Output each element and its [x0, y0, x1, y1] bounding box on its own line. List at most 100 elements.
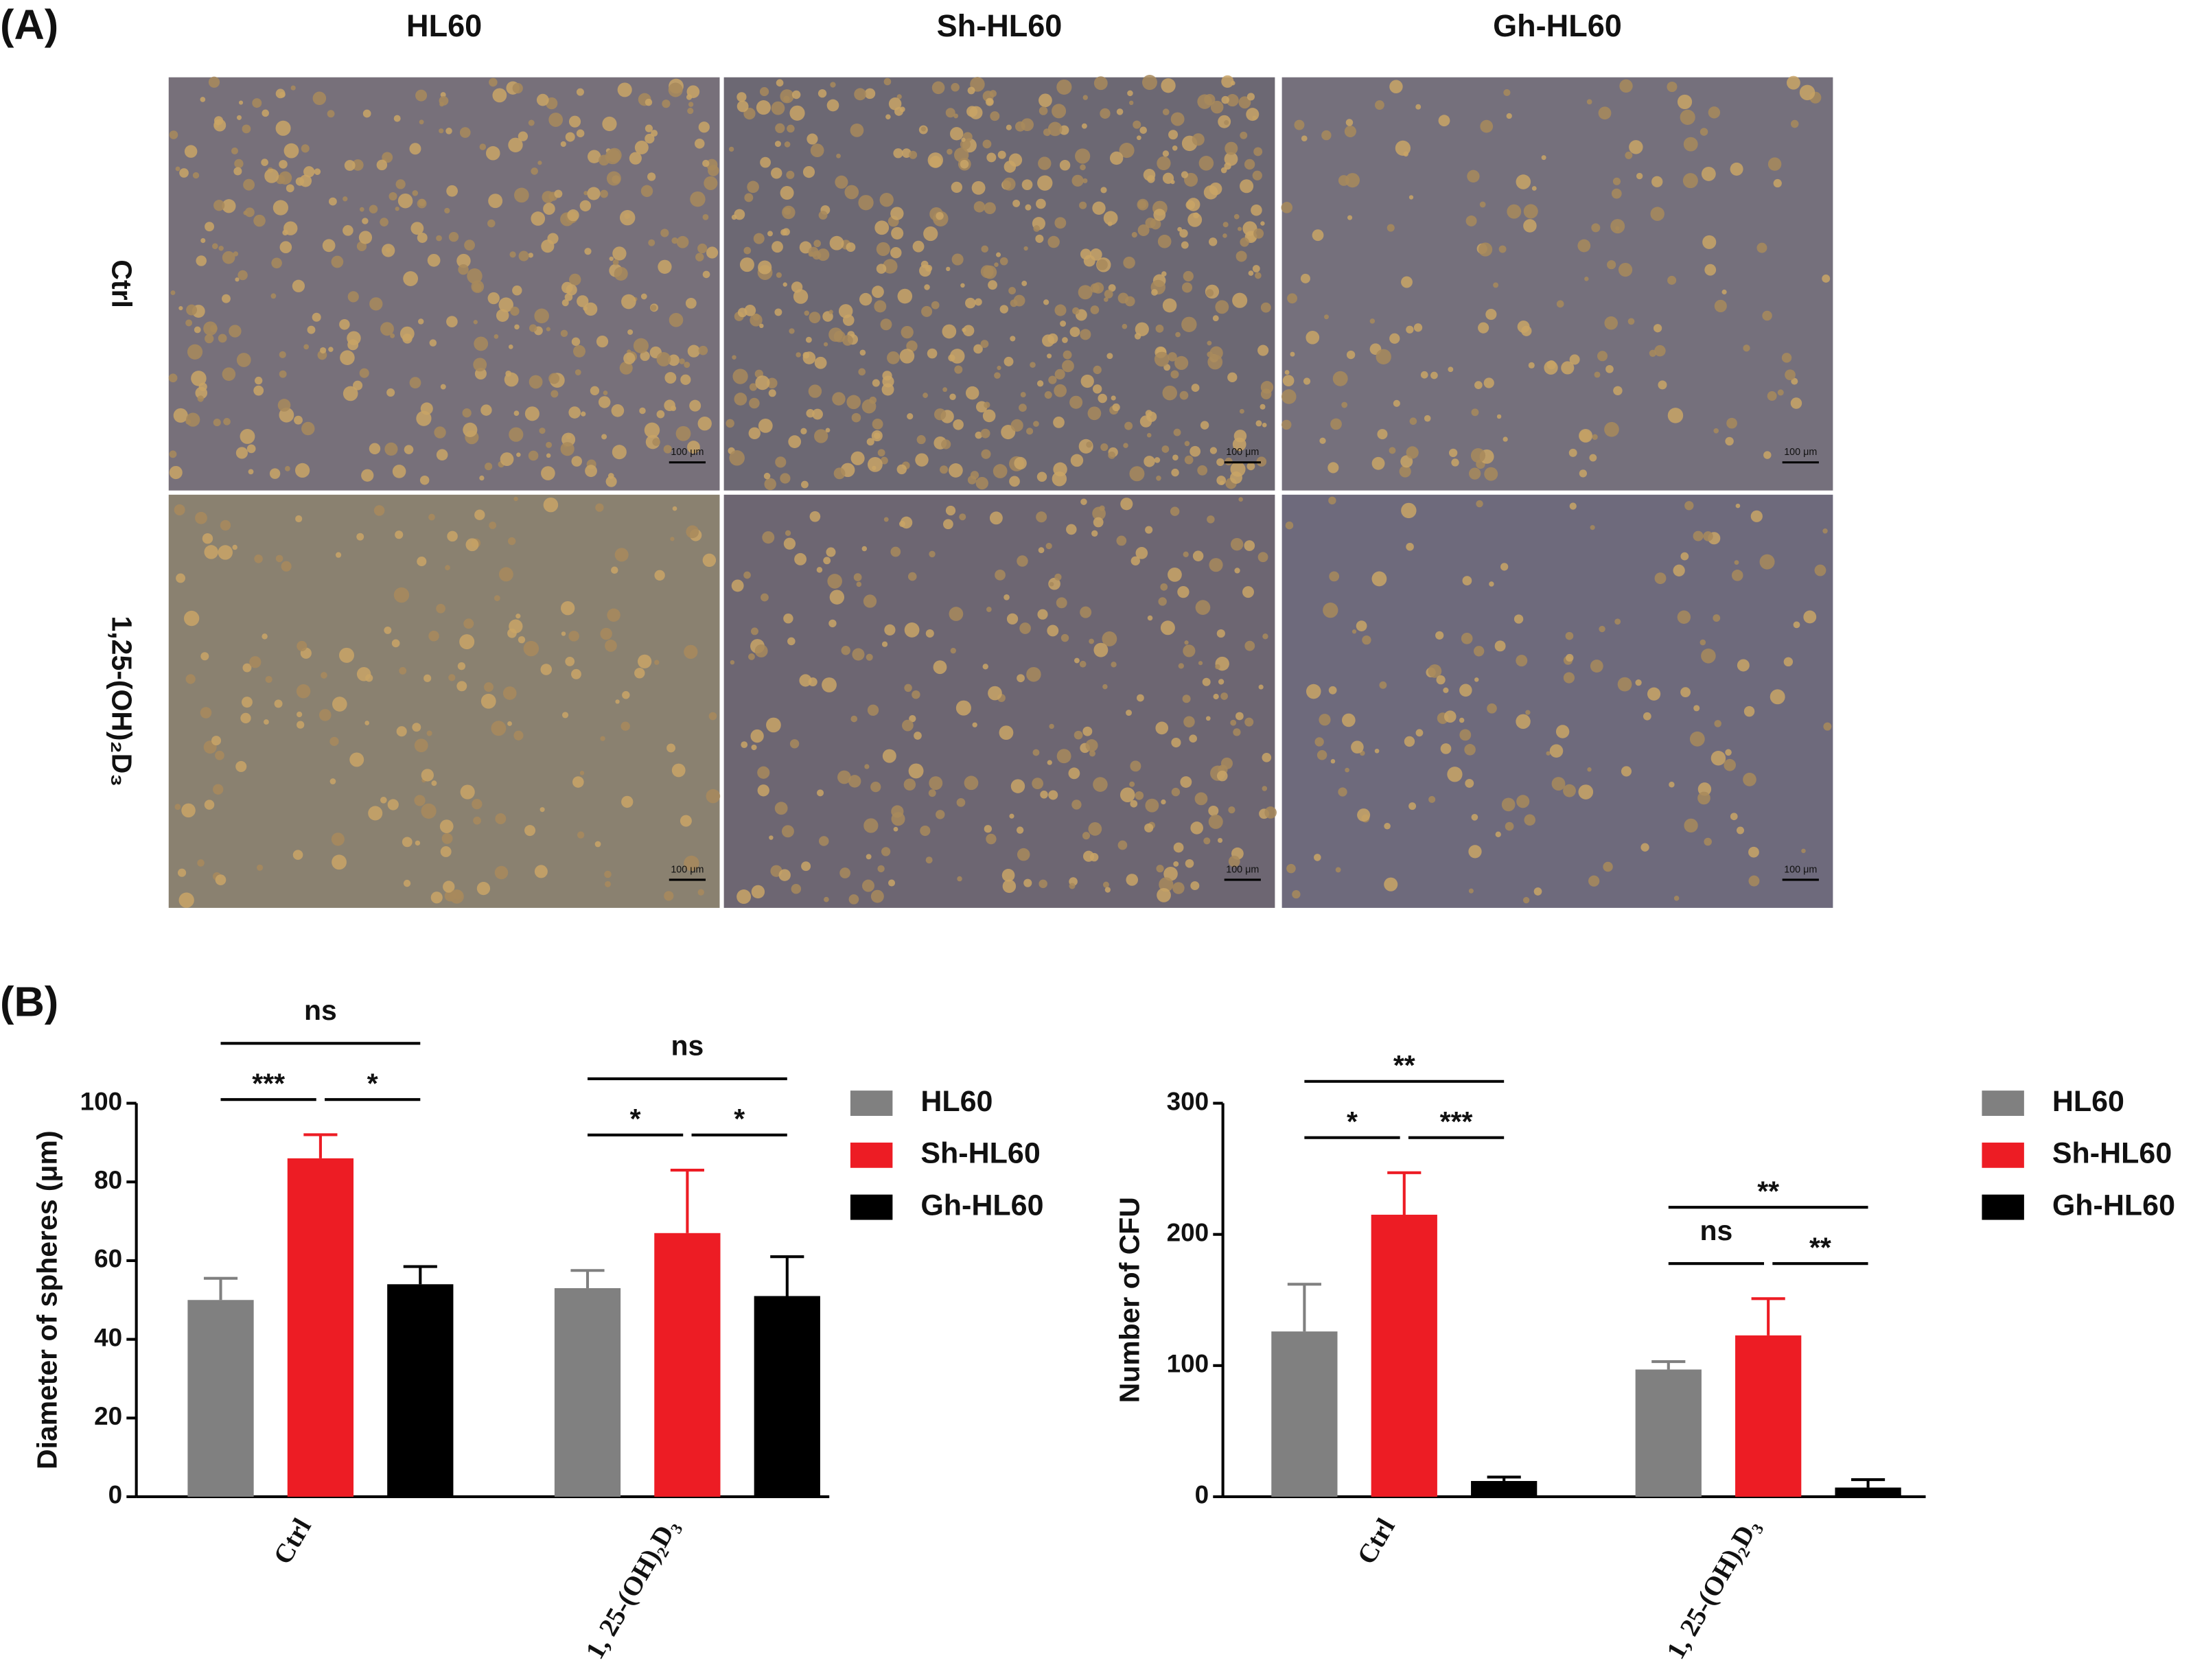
cell: [1240, 237, 1249, 247]
cell: [602, 116, 617, 132]
cell: [890, 207, 904, 220]
cell: [1734, 560, 1739, 565]
significance-label: *: [1347, 1106, 1358, 1137]
cell: [540, 807, 545, 813]
cell: [1224, 120, 1229, 126]
cell: [1091, 530, 1098, 537]
cell: [989, 511, 1003, 525]
cell: [1087, 406, 1102, 421]
cell: [1017, 555, 1028, 567]
cell: [734, 209, 745, 220]
cell: [440, 845, 452, 857]
cell: [841, 646, 850, 655]
cell: [1212, 315, 1219, 322]
cell: [359, 368, 369, 378]
cell: [782, 205, 796, 220]
cell: [1238, 96, 1251, 109]
cell: [583, 302, 598, 316]
cell: [1399, 465, 1411, 478]
cell: [1328, 496, 1336, 505]
cell: [730, 660, 735, 665]
cell: [1033, 421, 1039, 427]
cell: [1082, 850, 1095, 862]
cell: [774, 308, 782, 316]
cell: [663, 445, 672, 454]
cell: [279, 351, 286, 358]
cell: [1730, 162, 1743, 176]
cell: [1036, 380, 1044, 387]
cell: [1181, 316, 1197, 332]
cell: [312, 91, 327, 106]
cell: [242, 663, 252, 673]
cell: [1314, 737, 1324, 747]
cell: [421, 803, 437, 819]
cell: [1244, 159, 1255, 170]
cell: [1246, 462, 1255, 471]
cell: [320, 347, 327, 354]
cell: [275, 555, 283, 563]
cell: [1693, 530, 1704, 541]
cell: [749, 383, 758, 391]
cell: [1193, 212, 1199, 219]
cell: [1369, 318, 1376, 324]
cell: [1162, 385, 1178, 401]
cell: [1008, 287, 1017, 295]
cell: [1207, 340, 1212, 346]
cell: [1544, 360, 1558, 375]
cell: [942, 324, 957, 339]
cell: [254, 555, 263, 563]
cell: [604, 870, 612, 878]
cell: [197, 395, 204, 402]
cell: [1683, 137, 1698, 152]
cell: [1480, 119, 1494, 133]
cell: [890, 546, 901, 557]
cell: [1048, 577, 1060, 590]
cell: [328, 347, 334, 352]
cell: [1180, 776, 1192, 788]
cell: [446, 316, 458, 327]
cell: [1088, 822, 1102, 836]
cell: [1611, 188, 1622, 199]
cell: [960, 283, 965, 288]
cell: [410, 222, 424, 235]
cell: [1743, 773, 1756, 786]
cell: [272, 200, 289, 215]
cell: [1281, 202, 1293, 213]
cell: [1459, 717, 1465, 723]
cell: [1052, 471, 1067, 487]
cell: [1459, 684, 1472, 697]
cell: [253, 214, 266, 227]
cell: [1062, 360, 1074, 373]
cell: [1635, 679, 1642, 686]
cell: [376, 159, 388, 171]
cell: [664, 399, 675, 411]
cell: [954, 365, 963, 374]
cell: [863, 594, 877, 608]
cell: [909, 150, 918, 159]
cell: [222, 250, 235, 264]
cell: [1160, 583, 1168, 591]
cell: [1230, 537, 1244, 551]
cell: [417, 557, 427, 567]
cell: [1615, 226, 1620, 231]
cell: [647, 172, 656, 181]
cell: [1195, 600, 1211, 615]
cell: [349, 752, 364, 767]
cell: [1209, 447, 1218, 454]
cell: [611, 404, 625, 417]
cell: [1584, 277, 1589, 281]
y-tick-label: 200: [1167, 1218, 1209, 1246]
x-tick-label: Ctrl: [268, 1513, 317, 1570]
cell: [1056, 749, 1071, 764]
cell: [1704, 837, 1712, 846]
cell: [176, 573, 185, 583]
cell: [1145, 218, 1156, 229]
cell: [1209, 558, 1223, 572]
cell: [1230, 471, 1242, 484]
cell: [1590, 525, 1595, 530]
cell: [842, 314, 855, 326]
cell: [1401, 276, 1413, 288]
cell: [1347, 215, 1353, 220]
cell: [1208, 805, 1219, 816]
cell: [296, 684, 311, 699]
